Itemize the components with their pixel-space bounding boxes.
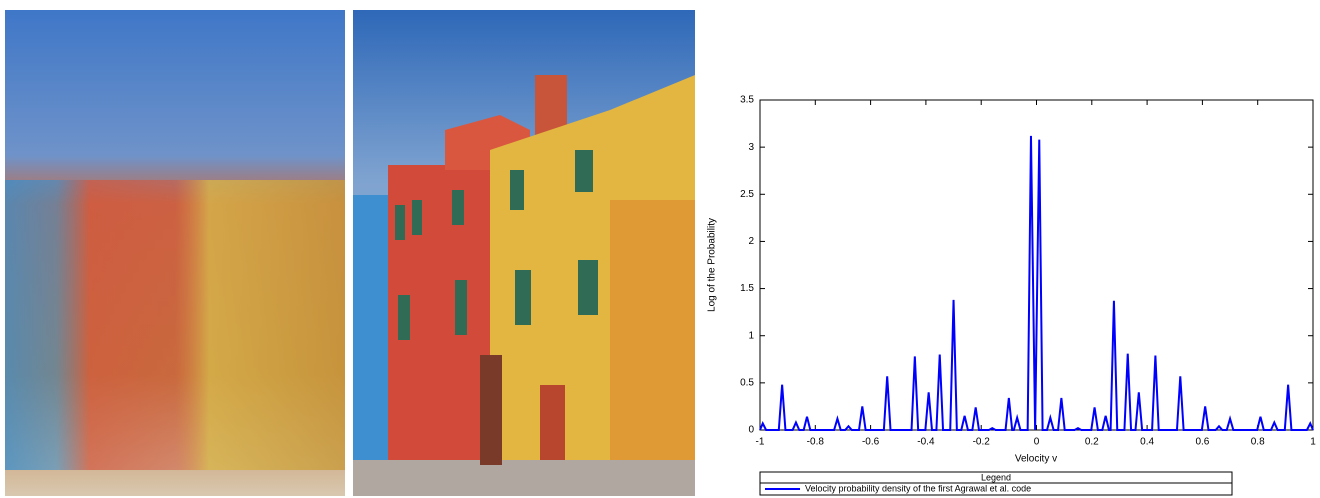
x-tick-label: -0.2 <box>973 437 991 448</box>
x-tick-label: 0.8 <box>1251 437 1265 448</box>
x-tick-label: 0.6 <box>1195 437 1209 448</box>
series-line <box>759 135 1314 431</box>
x-tick-label: -0.4 <box>917 437 935 448</box>
x-tick-label: -1 <box>756 437 765 448</box>
y-tick-label: 3.5 <box>740 95 754 106</box>
x-tick-label: 0 <box>1034 437 1040 448</box>
legend-label: Velocity probability density of the firs… <box>805 483 1031 493</box>
y-tick-label: 1.5 <box>740 283 754 294</box>
y-tick-label: 0.5 <box>740 377 754 388</box>
x-tick-label: 0.4 <box>1140 437 1154 448</box>
y-tick-label: 1 <box>748 330 754 341</box>
photo-blur-overlay <box>5 180 345 470</box>
y-tick-label: 2.5 <box>740 189 754 200</box>
x-tick-label: 1 <box>1310 437 1316 448</box>
legend-title: Legend <box>981 472 1011 482</box>
x-tick-label: 0.2 <box>1085 437 1099 448</box>
y-tick-label: 2 <box>748 236 754 247</box>
x-tick-label: -0.8 <box>807 437 825 448</box>
y-tick-label: 3 <box>748 142 754 153</box>
x-tick-label: -0.6 <box>862 437 880 448</box>
photo-sharp <box>353 10 695 496</box>
x-axis-label: Velocity v <box>1015 454 1057 465</box>
y-axis-label: Log of the Probability <box>707 218 718 312</box>
y-tick-label: 0 <box>748 425 754 436</box>
